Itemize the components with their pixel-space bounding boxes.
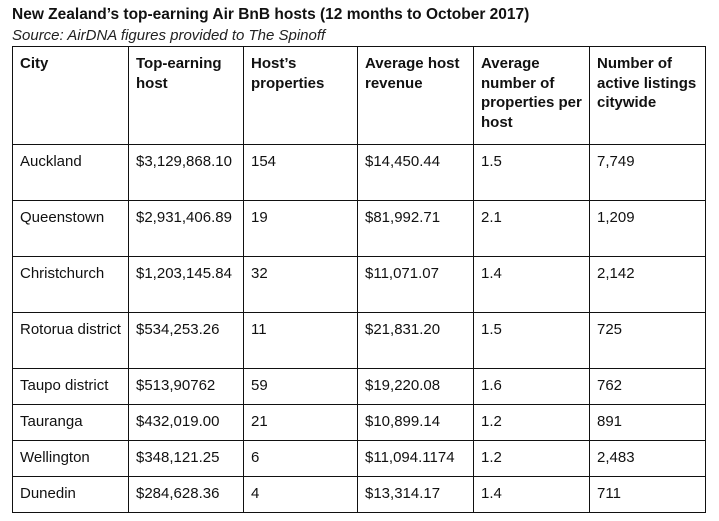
cell-active-listings: 711 [589,476,706,513]
cell-avg-properties: 2.1 [473,200,590,257]
table-row: Auckland $3,129,868.10 154 $14,450.44 1.5 7,7… [12,144,706,201]
header-city: City [12,46,129,145]
cell-active-listings: 1,209 [589,200,706,257]
cell-active-listings: 891 [589,404,706,441]
cell-city: Christchurch [12,256,129,313]
cell-city: Dunedin [12,476,129,513]
cell-active-listings: 725 [589,312,706,369]
cell-avg-revenue: $13,314.17 [357,476,474,513]
cell-active-listings: 7,749 [589,144,706,201]
cell-active-listings: 2,483 [589,440,706,477]
cell-host-properties: 21 [243,404,358,441]
cell-top-host: $534,253.26 [128,312,244,369]
cell-host-properties: 11 [243,312,358,369]
table-row: Rotorua district $534,253.26 11 $21,831.20 1… [12,312,706,369]
cell-active-listings: 762 [589,368,706,405]
header-avg-revenue: Average host revenue [357,46,474,145]
cell-avg-revenue: $14,450.44 [357,144,474,201]
table-row: Christchurch $1,203,145.84 32 $11,071.07 1.4… [12,256,706,313]
table-title: New Zealand’s top-earning Air BnB hosts … [12,6,530,23]
cell-city: Rotorua district [12,312,129,369]
cell-avg-revenue: $19,220.08 [357,368,474,405]
header-top-host: Top-earning host [128,46,244,145]
cell-city: Queenstown [12,200,129,257]
cell-avg-properties: 1.6 [473,368,590,405]
cell-top-host: $348,121.25 [128,440,244,477]
table-row: Tauranga $432,019.00 21 $10,899.14 1.2 891 [12,404,706,441]
table-row: Dunedin $284,628.36 4 $13,314.17 1.4 711 [12,476,706,513]
cell-avg-properties: 1.2 [473,404,590,441]
table-row: Queenstown $2,931,406.89 19 $81,992.71 2.1 1,… [12,200,706,257]
cell-city: Wellington [12,440,129,477]
cell-avg-revenue: $81,992.71 [357,200,474,257]
cell-host-properties: 19 [243,200,358,257]
header-row: City Top-earning host Host’s properties … [12,46,706,145]
cell-top-host: $1,203,145.84 [128,256,244,313]
cell-city: Auckland [12,144,129,201]
cell-host-properties: 32 [243,256,358,313]
cell-top-host: $513,90762 [128,368,244,405]
hosts-table: City Top-earning host Host’s properties … [12,46,706,513]
table-source: Source: AirDNA figures provided to The S… [12,27,326,44]
cell-host-properties: 59 [243,368,358,405]
cell-avg-properties: 1.4 [473,256,590,313]
cell-top-host: $284,628.36 [128,476,244,513]
header-host-properties: Host’s properties [243,46,358,145]
table-row: Wellington $348,121.25 6 $11,094.1174 1.2 2,4… [12,440,706,477]
cell-top-host: $2,931,406.89 [128,200,244,257]
cell-avg-properties: 1.5 [473,144,590,201]
header-avg-properties: Average number of properties per host [473,46,590,145]
cell-active-listings: 2,142 [589,256,706,313]
cell-avg-properties: 1.2 [473,440,590,477]
cell-top-host: $432,019.00 [128,404,244,441]
cell-top-host: $3,129,868.10 [128,144,244,201]
cell-host-properties: 154 [243,144,358,201]
header-active-listings: Number of active listings citywide [589,46,706,145]
cell-avg-revenue: $21,831.20 [357,312,474,369]
cell-city: Taupo district [12,368,129,405]
table-row: Taupo district $513,90762 59 $19,220.08 1.6 7… [12,368,706,405]
cell-avg-revenue: $11,094.1174 [357,440,474,477]
cell-host-properties: 6 [243,440,358,477]
cell-city: Tauranga [12,404,129,441]
cell-host-properties: 4 [243,476,358,513]
cell-avg-revenue: $11,071.07 [357,256,474,313]
cell-avg-properties: 1.4 [473,476,590,513]
cell-avg-revenue: $10,899.14 [357,404,474,441]
cell-avg-properties: 1.5 [473,312,590,369]
